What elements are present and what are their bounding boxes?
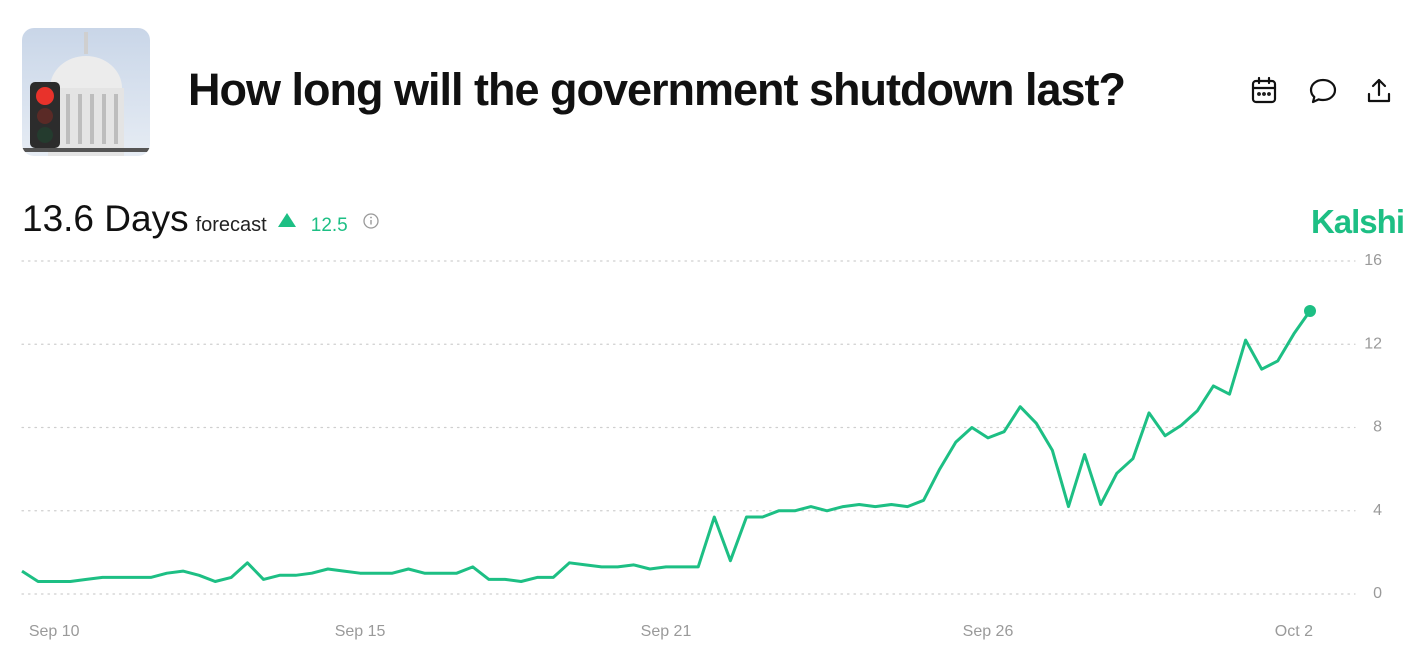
latest-point [1304,304,1316,317]
y-tick-label: 16 [1364,252,1382,269]
y-tick-label: 4 [1373,502,1382,519]
x-tick-label: Sep 26 [963,623,1014,640]
x-tick-label: Oct 2 [1275,623,1313,640]
title: How long will the government shutdown la… [188,64,1126,115]
x-tick-label: Sep 21 [641,623,692,640]
y-tick-label: 12 [1364,335,1382,352]
forecast-value: 13.6 Days [22,198,189,239]
x-tick-label: Sep 15 [335,623,386,640]
share-button[interactable] [1367,78,1391,103]
forecast-change: 12.5 [310,215,348,236]
headline: 13.6 Days forecast 12.5 [22,198,388,240]
brand: Kalshi [1310,203,1405,240]
info-icon[interactable] [358,211,388,231]
forecast-label: forecast [195,214,267,236]
comment-button[interactable] [1309,78,1337,104]
y-tick-label: 8 [1373,419,1382,436]
market-image [22,28,150,156]
up-arrow [277,213,296,227]
x-tick-label: Sep 10 [29,623,80,640]
forecast-line [21,310,1312,583]
calendar-button[interactable] [1251,76,1277,104]
y-tick-label: 0 [1373,585,1382,602]
toolbar [1251,76,1391,104]
